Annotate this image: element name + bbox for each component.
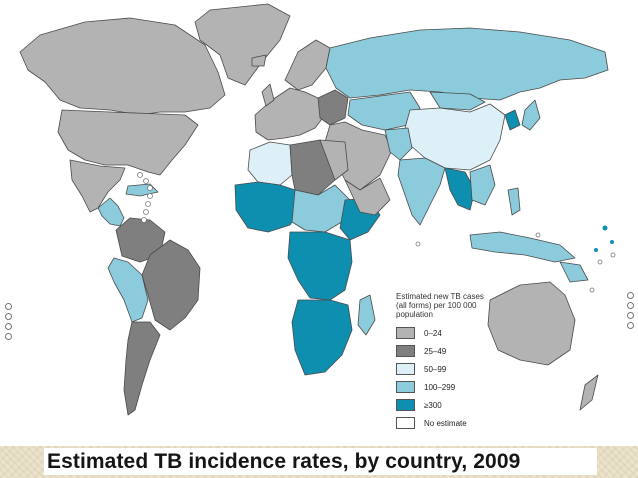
legend-label: No estimate — [424, 418, 467, 428]
region-east-central-africa — [287, 231, 353, 301]
region-southern-africa — [291, 299, 353, 376]
region-usa — [57, 109, 199, 176]
legend-row: 100–299 — [396, 380, 516, 394]
region-eastern-europe — [317, 89, 349, 126]
region-northern-south-america — [115, 217, 166, 263]
region-west-africa — [234, 181, 301, 233]
region-png — [559, 261, 589, 283]
region-australia — [487, 281, 576, 366]
region-new-zealand — [579, 374, 599, 411]
region-caribbean — [125, 183, 159, 197]
region-philippines — [507, 187, 521, 216]
region-indonesia — [469, 231, 576, 263]
legend-label: 50–99 — [424, 364, 447, 374]
region-indochina — [469, 164, 496, 206]
map-legend: Estimated new TB cases (all forms) per 1… — [396, 292, 516, 434]
legend-row: 25–49 — [396, 344, 516, 358]
region-iceland — [251, 54, 267, 67]
region-korea — [504, 109, 521, 131]
legend-title: Estimated new TB cases (all forms) per 1… — [396, 292, 484, 319]
region-north-africa-west — [247, 141, 293, 186]
legend-label: 100–299 — [424, 382, 456, 392]
legend-row: No estimate — [396, 416, 516, 430]
world-map: Estimated new TB cases (all forms) per 1… — [5, 3, 635, 434]
legend-row: 0–24 — [396, 326, 516, 340]
legend-rows: 0–24 25–49 50–99 100–299 ≥300 No estimat… — [396, 326, 516, 430]
region-arabia — [344, 177, 391, 216]
legend-swatch-100-299 — [396, 381, 415, 393]
caption-band: Estimated TB incidence rates, by country… — [0, 446, 638, 478]
legend-label: ≥300 — [424, 400, 442, 410]
world-map-svg — [19, 3, 616, 416]
legend-swatch-25-49 — [396, 345, 415, 357]
legend-label: 0–24 — [424, 328, 442, 338]
region-india — [397, 157, 446, 226]
region-brazil — [141, 239, 201, 331]
legend-label: 25–49 — [424, 346, 447, 356]
region-greenland — [194, 3, 291, 86]
legend-swatch-50-99 — [396, 363, 415, 375]
legend-swatch-0-24 — [396, 327, 415, 339]
region-japan — [521, 99, 541, 131]
left-island-markers — [5, 303, 13, 340]
region-mexico — [69, 159, 126, 213]
region-southern-cone — [123, 321, 161, 416]
region-southeast-asia — [444, 167, 476, 211]
region-uk — [261, 83, 275, 107]
region-canada — [19, 17, 226, 116]
region-andes — [107, 257, 149, 323]
legend-swatch-no-estimate — [396, 417, 415, 429]
region-russia — [325, 27, 609, 101]
legend-row: 50–99 — [396, 362, 516, 376]
map-caption: Estimated TB incidence rates, by country… — [44, 448, 597, 475]
region-egypt — [319, 139, 349, 181]
region-scandinavia — [284, 39, 331, 91]
region-south-central-asia — [384, 127, 413, 161]
legend-swatch-300-plus — [396, 399, 415, 411]
region-central-america — [97, 197, 125, 227]
region-madagascar — [357, 294, 376, 336]
right-island-markers — [627, 292, 635, 332]
region-mongolia — [429, 91, 486, 111]
legend-row: ≥300 — [396, 398, 516, 412]
